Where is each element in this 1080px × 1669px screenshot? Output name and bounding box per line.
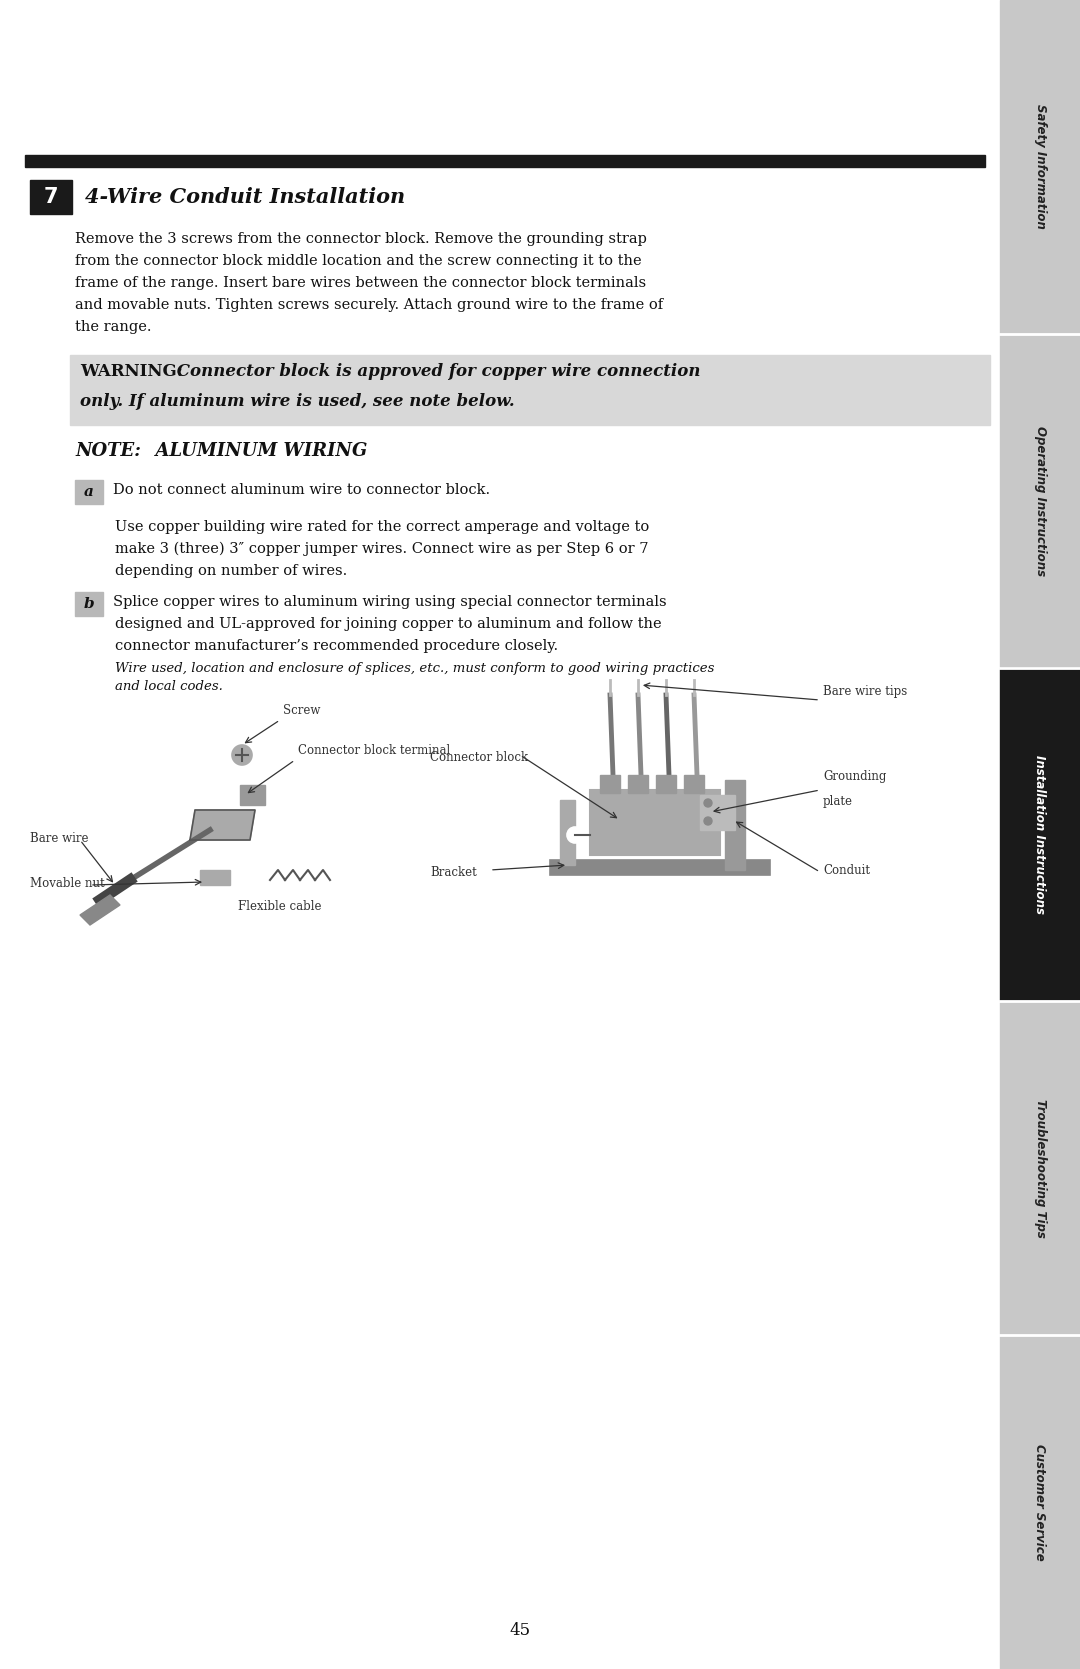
Text: Bare wire tips: Bare wire tips [823,684,907,698]
Text: Wire used, location and enclosure of splices, etc., must conform to good wiring : Wire used, location and enclosure of spl… [114,663,714,674]
Text: 45: 45 [510,1622,530,1639]
Text: make 3 (three) 3″ copper jumper wires. Connect wire as per Step 6 or 7: make 3 (three) 3″ copper jumper wires. C… [114,542,648,556]
Text: Operating Instructions: Operating Instructions [1034,426,1047,576]
Text: NOTE:: NOTE: [75,442,140,461]
Bar [25,155,985,167]
Circle shape [704,818,712,824]
Bar [200,870,230,885]
Text: and movable nuts. Tighten screws securely. Attach ground wire to the frame of: and movable nuts. Tighten screws securel… [75,299,663,312]
Bar [700,794,735,829]
Text: designed and UL-approved for joining copper to aluminum and follow the: designed and UL-approved for joining cop… [114,618,662,631]
Text: frame of the range. Insert bare wires between the connector block terminals: frame of the range. Insert bare wires be… [75,275,646,290]
Text: from the connector block middle location and the screw connecting it to the: from the connector block middle location… [75,254,642,269]
Text: Connector block terminal: Connector block terminal [298,744,450,758]
Text: Splice copper wires to aluminum wiring using special connector terminals: Splice copper wires to aluminum wiring u… [113,596,666,609]
Text: b: b [83,598,94,611]
Text: a: a [84,486,94,499]
Bar [1000,668,1080,1001]
Text: ALUMINUM WIRING: ALUMINUM WIRING [143,442,367,461]
Text: Bare wire: Bare wire [30,831,89,845]
Bar [240,784,265,804]
Polygon shape [80,895,120,925]
Bar [590,789,720,855]
Bar [627,774,648,793]
Bar [561,799,575,865]
Bar [684,774,704,793]
Text: Screw: Screw [283,704,321,718]
Circle shape [704,799,712,808]
Text: Grounding: Grounding [823,769,887,783]
Polygon shape [190,809,255,840]
Text: Use copper building wire rated for the correct amperage and voltage to: Use copper building wire rated for the c… [114,521,649,534]
Text: plate: plate [823,794,853,808]
Bar [1000,334,1080,668]
Text: Movable nut: Movable nut [30,876,105,890]
Bar [75,481,103,504]
Text: Conduit: Conduit [823,863,870,876]
Text: and local codes.: and local codes. [114,679,222,693]
Circle shape [567,828,583,843]
Text: Flexible cable: Flexible cable [239,900,322,913]
Bar [550,860,770,875]
Bar [70,355,990,426]
Bar [656,774,676,793]
Text: Installation Instructions: Installation Instructions [1034,754,1047,915]
Bar [600,774,620,793]
Circle shape [232,744,252,764]
Text: WARNING:: WARNING: [80,362,183,381]
Text: Troubleshooting Tips: Troubleshooting Tips [1034,1098,1047,1238]
Bar [1000,1335,1080,1669]
Text: depending on number of wires.: depending on number of wires. [114,564,348,577]
Text: Customer Service: Customer Service [1034,1444,1047,1561]
Text: the range.: the range. [75,320,151,334]
Text: connector manufacturer’s recommended procedure closely.: connector manufacturer’s recommended pro… [114,639,558,653]
Text: Connector block: Connector block [430,751,528,763]
Text: Do not connect aluminum wire to connector block.: Do not connect aluminum wire to connecto… [113,482,490,497]
Bar [75,592,103,616]
Text: 4-Wire Conduit Installation: 4-Wire Conduit Installation [85,187,405,207]
Text: Connector block is approved for copper wire connection: Connector block is approved for copper w… [171,362,701,381]
Bar [725,779,745,870]
Bar [30,180,72,214]
Bar [1000,1001,1080,1335]
Text: Bracket: Bracket [430,866,476,878]
Text: only. If aluminum wire is used, see note below.: only. If aluminum wire is used, see note… [80,392,515,411]
Text: Safety Information: Safety Information [1034,105,1047,229]
Text: Remove the 3 screws from the connector block. Remove the grounding strap: Remove the 3 screws from the connector b… [75,232,647,245]
Bar [1000,0,1080,334]
Text: 7: 7 [44,187,58,207]
